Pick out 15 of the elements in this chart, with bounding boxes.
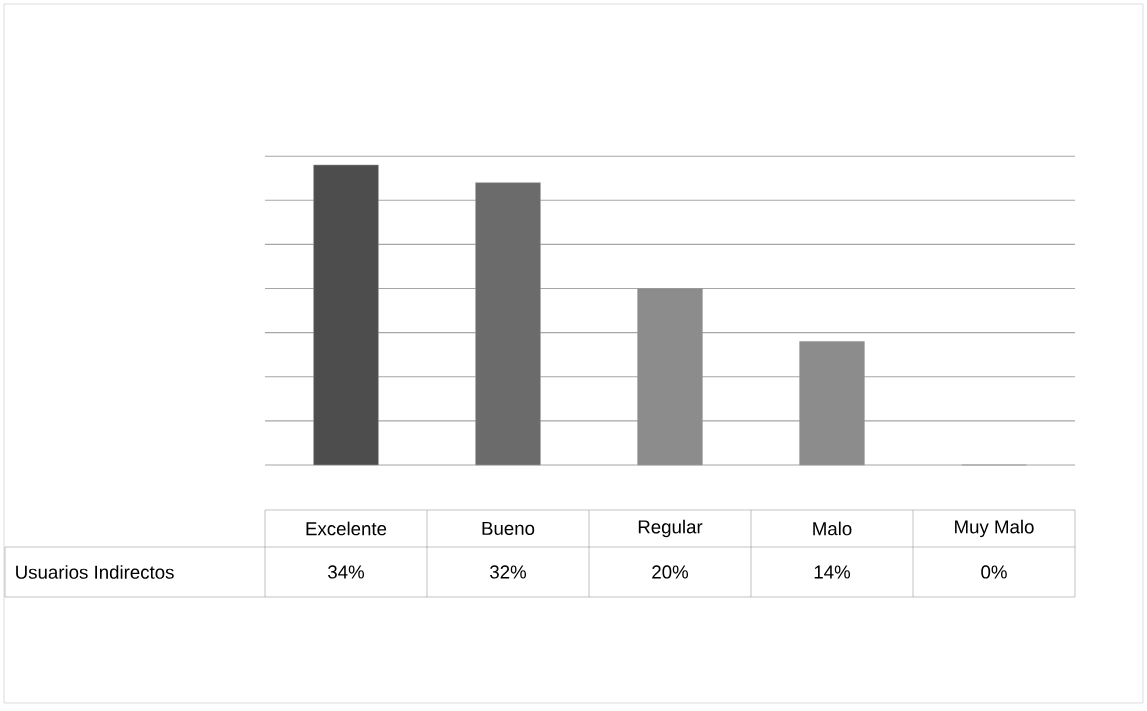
x-tick-label: Bueno (482, 521, 535, 536)
x-tick-label: Excelente (306, 521, 387, 536)
x-tick-label: Malo (813, 521, 852, 536)
text: Usuarios Indirectos (16, 565, 174, 579)
bar (799, 341, 865, 466)
x-tick-label: Regular (638, 519, 703, 538)
data-label: 0% (981, 565, 1007, 579)
data-label: 34% (328, 565, 365, 579)
bar (475, 182, 541, 466)
data-label: 20% (652, 565, 689, 579)
data-label: 32% (490, 565, 527, 579)
bar (313, 164, 379, 466)
data-label: 14% (814, 565, 851, 579)
x-tick-label: Muy Malo (955, 519, 1034, 538)
bar (637, 288, 703, 466)
